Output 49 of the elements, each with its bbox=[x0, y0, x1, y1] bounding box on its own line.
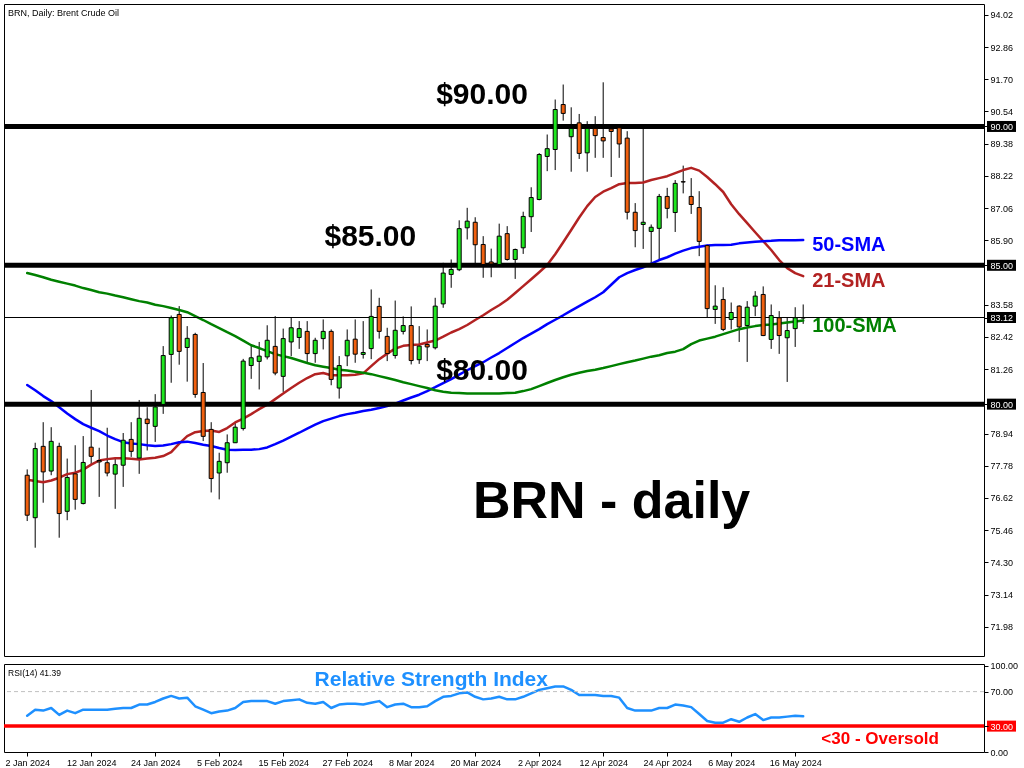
y-tick-label: 83.12 bbox=[990, 313, 1014, 323]
ref-line-label: <30 - Oversold bbox=[821, 729, 939, 749]
x-tick-label: 16 May 2024 bbox=[769, 757, 822, 768]
x-tick-label: 5 Feb 2024 bbox=[196, 757, 243, 768]
x-tick-label: 20 Mar 2024 bbox=[450, 757, 501, 768]
y-tick-label: 74.30 bbox=[990, 557, 1014, 568]
y-tick-label: 73.14 bbox=[990, 590, 1014, 601]
x-tick-label: 24 Apr 2024 bbox=[643, 757, 692, 768]
series-label: Relative Strength Index bbox=[314, 667, 549, 690]
y-tick-label: 89.38 bbox=[990, 139, 1014, 150]
y-tick-label: 70.00 bbox=[990, 687, 1014, 698]
y-tick-label: 80.00 bbox=[990, 399, 1014, 410]
y-tick-label: 82.42 bbox=[990, 332, 1014, 343]
y-tick-label: 77.78 bbox=[990, 461, 1014, 472]
y-tick-label: 100.00 bbox=[990, 661, 1019, 672]
y-tick-label: 91.70 bbox=[990, 74, 1014, 85]
x-tick-label: 2 Jan 2024 bbox=[5, 757, 50, 768]
y-tick-label: 85.00 bbox=[990, 260, 1014, 271]
y-tick-label: 75.46 bbox=[990, 525, 1014, 536]
x-tick-label: 24 Jan 2024 bbox=[130, 757, 181, 768]
y-tick-label: 87.06 bbox=[990, 203, 1014, 214]
y-tick-label: 78.94 bbox=[990, 429, 1014, 440]
series-label: 100-SMA bbox=[812, 313, 897, 336]
y-tick-label: 94.02 bbox=[990, 10, 1014, 21]
series-label: 50-SMA bbox=[812, 233, 886, 256]
x-tick-label: 27 Feb 2024 bbox=[322, 757, 373, 768]
y-tick-label: 83.58 bbox=[990, 300, 1014, 311]
ref-line-label: $85.00 bbox=[324, 219, 417, 253]
y-tick-label: 88.22 bbox=[990, 171, 1014, 182]
x-tick-label: 6 May 2024 bbox=[708, 757, 756, 768]
y-tick-label: 30.00 bbox=[990, 721, 1014, 732]
y-tick-label: 76.62 bbox=[990, 493, 1014, 504]
ref-line-label: $90.00 bbox=[436, 77, 528, 111]
series-label: 21-SMA bbox=[812, 269, 886, 292]
x-tick-label: 2 Apr 2024 bbox=[517, 757, 562, 768]
y-tick-label: 92.86 bbox=[990, 42, 1014, 53]
y-tick-label: 71.98 bbox=[990, 622, 1014, 633]
y-tick-label: 90.54 bbox=[990, 106, 1014, 117]
chart-title: BRN, Daily: Brent Crude Oil bbox=[8, 8, 120, 18]
y-tick-label: 81.26 bbox=[990, 364, 1014, 375]
x-tick-label: 12 Apr 2024 bbox=[579, 757, 628, 768]
y-tick-label: 0.00 bbox=[990, 747, 1009, 758]
annotation: BRN - daily bbox=[472, 470, 751, 529]
y-tick-label: 90.00 bbox=[990, 121, 1014, 132]
x-tick-label: 12 Jan 2024 bbox=[66, 757, 117, 768]
x-tick-label: 15 Feb 2024 bbox=[258, 757, 309, 768]
y-tick-label: 85.90 bbox=[990, 235, 1014, 246]
x-tick-label: 8 Mar 2024 bbox=[388, 757, 435, 768]
chart-title: RSI(14) 41.39 bbox=[8, 668, 62, 678]
